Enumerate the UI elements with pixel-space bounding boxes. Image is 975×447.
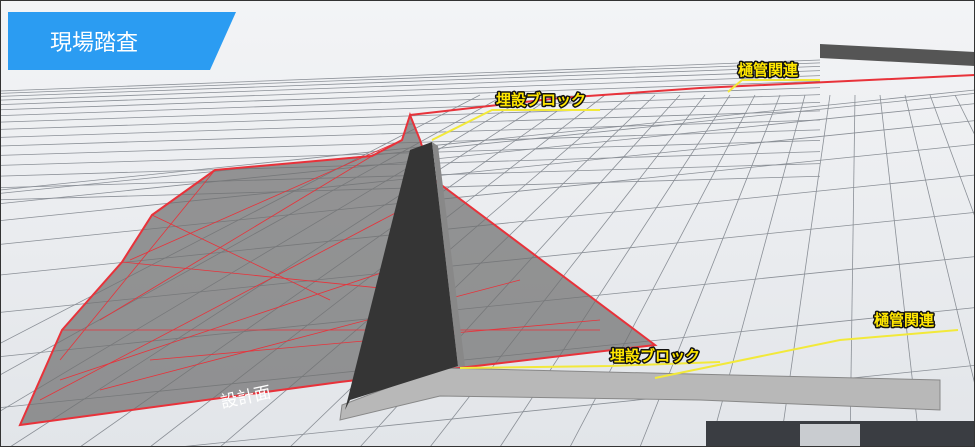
- grid-line: [929, 94, 975, 219]
- label: 樋管関連: [874, 311, 935, 329]
- grid-line: [0, 80, 821, 111]
- leader-line: [727, 79, 820, 93]
- label: 埋設ブロック: [610, 347, 700, 365]
- block-slab: [339, 367, 941, 421]
- leader-line: [654, 329, 959, 379]
- grid-line: [0, 62, 821, 94]
- label: 樋管関連: [738, 61, 799, 79]
- block-wall-edge: [432, 142, 465, 366]
- grid-line: [0, 103, 975, 204]
- label: 埋設ブロック: [496, 91, 586, 109]
- grid-line: [0, 66, 821, 97]
- grid-line: [0, 59, 821, 92]
- leader-line: [459, 361, 721, 369]
- title: 現場踏査: [50, 31, 138, 56]
- camera-inset-detail: [800, 424, 860, 447]
- surface-edge: [409, 74, 975, 116]
- leader-line: [431, 109, 600, 141]
- grid-line: [0, 94, 821, 123]
- grid-line: [0, 87, 821, 116]
- grid-line: [0, 89, 975, 191]
- grid-line: [0, 93, 975, 194]
- structure-top: [820, 44, 975, 66]
- grid-line: [0, 75, 821, 105]
- grid-line: [0, 120, 975, 221]
- title-badge: [8, 12, 236, 70]
- block-wall: [345, 142, 458, 410]
- grid-line: [0, 70, 821, 101]
- grid-line: [904, 94, 975, 387]
